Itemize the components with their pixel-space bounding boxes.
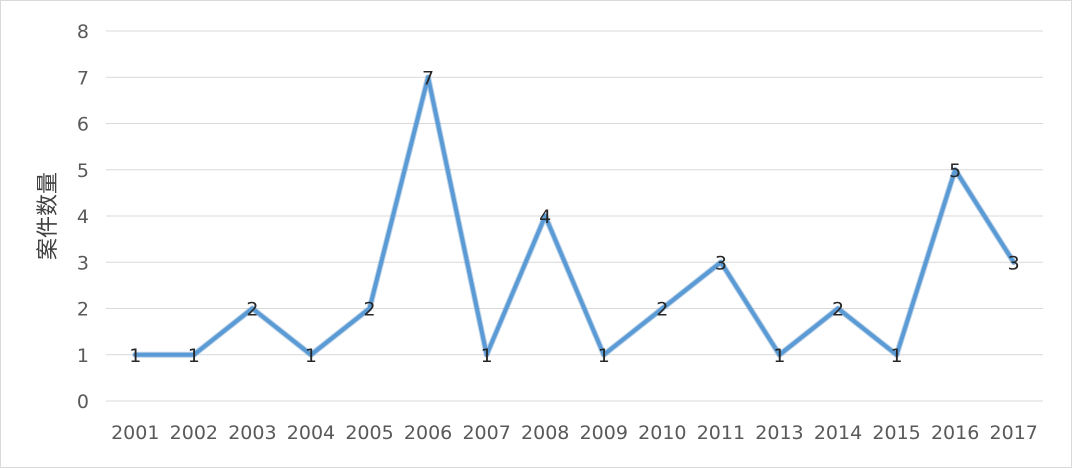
y-tick-label: 0 — [77, 391, 89, 413]
data-point — [308, 352, 313, 357]
x-tick-label: 2011 — [697, 422, 745, 444]
data-point — [777, 352, 782, 357]
y-tick-label: 4 — [77, 206, 89, 228]
data-label: 2 — [656, 299, 668, 321]
x-tick-label: 2016 — [931, 422, 979, 444]
y-tick-label: 3 — [77, 252, 89, 274]
data-label: 1 — [773, 345, 785, 367]
data-label: 1 — [481, 345, 493, 367]
x-tick-label: 2009 — [580, 422, 628, 444]
x-tick-label: 2005 — [345, 422, 393, 444]
data-point — [660, 306, 665, 311]
x-tick-label: 2001 — [111, 422, 159, 444]
y-tick-label: 7 — [77, 67, 89, 89]
y-tick-label: 2 — [77, 299, 89, 321]
data-label: 3 — [715, 252, 727, 274]
data-point — [836, 306, 841, 311]
data-label: 7 — [422, 67, 434, 89]
data-label: 1 — [188, 345, 200, 367]
data-label: 1 — [305, 345, 317, 367]
data-point — [1011, 260, 1016, 265]
data-label: 3 — [1008, 252, 1020, 274]
y-axis-label: 案件数量 — [36, 172, 61, 260]
data-labels: 1 1 2 1 2 7 1 4 1 2 3 1 2 1 5 3 — [129, 67, 1020, 367]
data-label: 5 — [949, 160, 961, 182]
series-line — [133, 75, 1016, 357]
data-label: 2 — [363, 299, 375, 321]
data-point — [601, 352, 606, 357]
data-point — [484, 352, 489, 357]
x-tick-label: 2003 — [228, 422, 276, 444]
data-point — [133, 352, 138, 357]
x-tick-label: 2010 — [638, 422, 686, 444]
x-axis-ticks: 2001 2002 2003 2004 2005 2006 2007 2008 2009 2010… — [111, 422, 1038, 444]
x-tick-label: 2004 — [287, 422, 335, 444]
data-label: 1 — [891, 345, 903, 367]
data-label: 2 — [832, 299, 844, 321]
y-axis-ticks: 0 1 2 3 4 5 6 7 8 — [77, 21, 89, 413]
x-tick-label: 2013 — [755, 422, 803, 444]
data-point — [718, 260, 723, 265]
data-point — [426, 75, 431, 80]
x-tick-label: 2006 — [404, 422, 452, 444]
x-tick-label: 2017 — [990, 422, 1038, 444]
x-tick-label: 2008 — [521, 422, 569, 444]
series-layer — [132, 74, 1017, 358]
data-label: 4 — [539, 206, 551, 228]
x-tick-label: 2007 — [462, 422, 510, 444]
data-point — [191, 352, 196, 357]
data-point — [250, 306, 255, 311]
y-tick-label: 6 — [77, 114, 89, 136]
y-tick-label: 8 — [77, 21, 89, 43]
data-point — [953, 167, 958, 172]
data-point — [894, 352, 899, 357]
y-tick-label: 5 — [77, 160, 89, 182]
data-label: 1 — [129, 345, 141, 367]
data-label: 2 — [246, 299, 258, 321]
x-tick-label: 2014 — [814, 422, 862, 444]
data-point — [367, 306, 372, 311]
data-point — [543, 214, 548, 218]
y-tick-label: 1 — [77, 345, 89, 367]
x-tick-label: 2002 — [170, 422, 218, 444]
data-label: 1 — [598, 345, 610, 367]
x-tick-label: 2015 — [872, 422, 920, 444]
grid-lines — [106, 30, 1043, 402]
